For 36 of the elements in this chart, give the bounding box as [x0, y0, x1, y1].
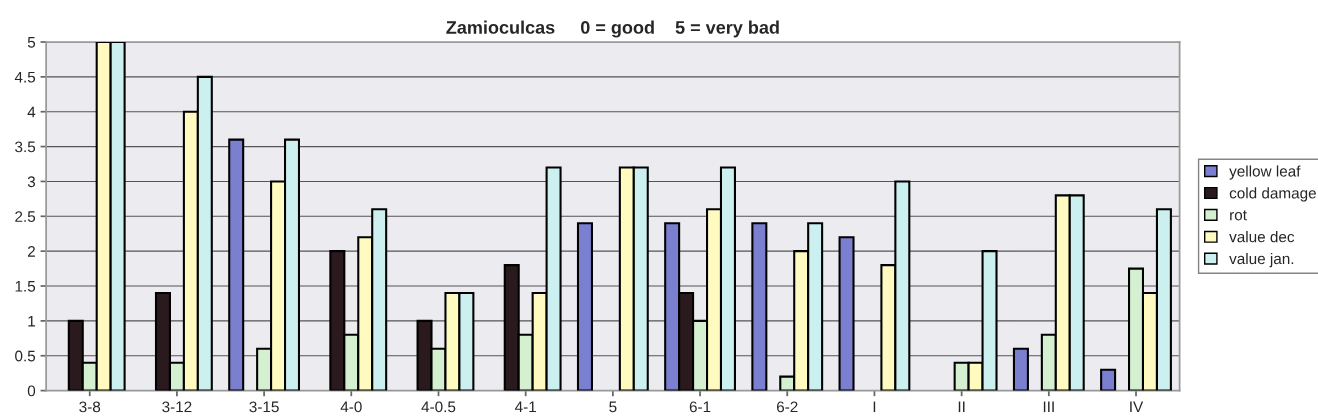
x-tick-label: 3-8 [79, 401, 101, 413]
bar [1100, 368, 1117, 391]
bar [838, 236, 855, 391]
legend-label: rot [1230, 210, 1247, 221]
bar [576, 222, 593, 391]
y-tick-label: 4.5 [14, 71, 36, 83]
legend-label: yellow leaf [1229, 165, 1301, 180]
x-tick-label: 3-12 [162, 401, 192, 413]
y-tick-label: 4 [27, 106, 36, 118]
bar [1012, 347, 1029, 391]
chart-title: Zamioculcas 0 = good 5 = very bad [446, 20, 779, 38]
legend-label: cold damage [1229, 187, 1316, 202]
y-tick-label: 2.5 [15, 211, 36, 222]
y-tick-label: 1.5 [15, 281, 36, 292]
y-tick-label: 3 [27, 176, 36, 188]
y-tick-label: 0.5 [15, 350, 36, 362]
x-tick-label: 4-1 [514, 401, 536, 413]
y-tick-label: 1 [28, 315, 35, 327]
x-tick-label: II [958, 401, 965, 413]
bar [751, 222, 768, 391]
x-tick-label: 6-1 [689, 401, 711, 413]
x-tick-label: 4-0.5 [421, 401, 456, 413]
legend-label: value jan. [1229, 252, 1294, 268]
y-tick-label: 2 [27, 246, 35, 257]
x-tick-label: 3-15 [249, 401, 279, 413]
bar [228, 138, 245, 391]
x-tick-label: 6-2 [776, 401, 798, 413]
x-tick-label: IV [1130, 401, 1144, 413]
x-tick-label: 5 [609, 401, 617, 413]
x-tick-label: III [1043, 401, 1054, 413]
y-tick-label: 3.5 [15, 141, 36, 153]
legend-label: value dec [1229, 231, 1295, 243]
x-tick-label: I [873, 401, 876, 413]
y-tick-label: 5 [27, 37, 36, 48]
x-tick-label: 4-0 [340, 401, 362, 413]
y-tick-label: 0 [27, 385, 36, 397]
